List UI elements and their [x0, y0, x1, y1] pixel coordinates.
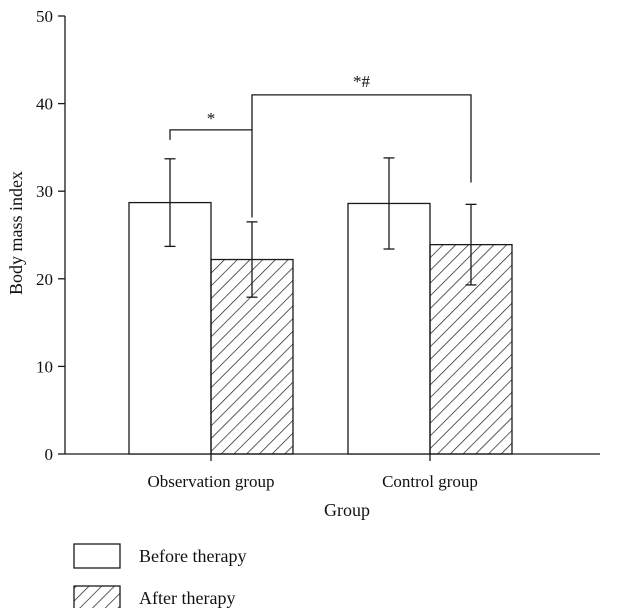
error-bars-group: [164, 157, 477, 298]
legend-label-after-therapy: After therapy: [139, 588, 235, 608]
significance-label-between: *#: [353, 72, 371, 91]
bar-after-therapy: [210, 258, 294, 455]
y-axis: 0 10 20 30 40 50: [36, 7, 66, 464]
y-axis-title: Body mass index: [6, 171, 26, 295]
x-tick-label: Observation group: [147, 472, 274, 491]
bars-group: [128, 201, 513, 455]
y-tick-label: 10: [36, 357, 53, 376]
y-tick-label: 40: [36, 95, 53, 114]
legend-label-before-therapy: Before therapy: [139, 546, 246, 566]
significance-bracket-within: [169, 129, 253, 218]
y-tick-label: 30: [36, 182, 53, 201]
significance-bracket-between: [251, 94, 472, 183]
significance-label-within: *: [207, 109, 216, 128]
x-axis: Observation group Control group: [65, 453, 600, 491]
legend-swatch-before-therapy: [73, 543, 121, 569]
y-tick-label: 0: [45, 445, 54, 464]
x-tick-label: Control group: [382, 472, 478, 491]
significance-annotations: * *#: [169, 72, 472, 218]
y-tick-label: 50: [36, 7, 53, 26]
x-axis-title: Group: [324, 500, 370, 520]
legend: Before therapy After therapy: [73, 543, 246, 611]
legend-swatch-after-therapy: [73, 585, 121, 611]
y-tick-label: 20: [36, 270, 53, 289]
